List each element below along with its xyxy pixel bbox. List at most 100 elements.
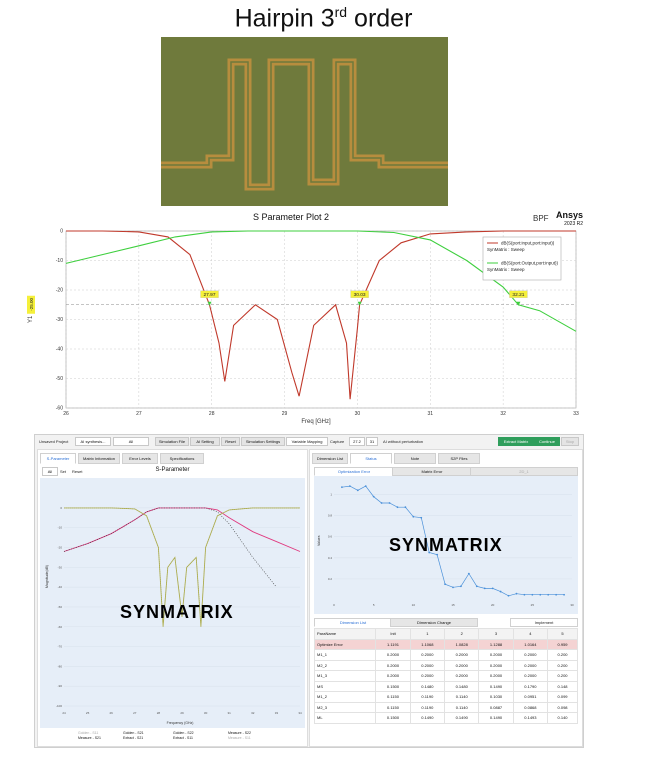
opt-y-tick: 0.2: [328, 577, 333, 581]
capture-start-input[interactable]: 27.2: [349, 437, 365, 446]
subtab-optimization-error[interactable]: Optimization Error: [314, 467, 394, 476]
sparam-series-3: [64, 507, 300, 623]
table-cell: 0.2000: [478, 670, 514, 682]
table-cell: M2_2: [313, 659, 377, 671]
opt-error-point: [460, 585, 462, 588]
tab-specifications[interactable]: Specifications: [160, 453, 204, 464]
extract-matrix-button[interactable]: Extract Matrix: [498, 437, 534, 446]
sparam-chart-title: S-Parameter: [155, 467, 190, 473]
opt-x-tick: 5: [373, 603, 375, 607]
all-dropdown[interactable]: All: [113, 437, 149, 446]
y-marker-bg: [27, 295, 35, 314]
opt-x-tick: 15: [451, 603, 455, 607]
table-cell: 0.1490: [409, 712, 446, 724]
x-axis-label: Freq [GHz]: [301, 419, 331, 425]
tab-s2p-files[interactable]: S2P Files: [438, 453, 480, 464]
tab-s-parameter[interactable]: S-Parameter: [40, 453, 76, 464]
marker-label: 30.03: [354, 292, 366, 298]
tab-dimension-list[interactable]: Dimension List: [312, 453, 348, 464]
sparam-y-tick: -80: [58, 664, 63, 668]
sparam-x-tick: 33: [275, 711, 279, 715]
tab-status[interactable]: Status: [350, 453, 392, 464]
x-tick-label: 32: [500, 411, 506, 417]
sparam-y-tick: -60: [58, 625, 63, 629]
sparam-x-tick: 26: [110, 711, 114, 715]
sparam-series-0: [63, 507, 301, 552]
y-marker-text: -25.00: [29, 297, 34, 310]
plot-title: S Parameter Plot 2: [252, 212, 330, 222]
opt-error-point: [436, 553, 439, 556]
zoom-reset-button[interactable]: Reset: [72, 469, 83, 474]
table-cell: 0.098: [547, 701, 578, 713]
table-cell: M1_1: [313, 649, 377, 661]
zoom-select[interactable]: All: [42, 467, 58, 476]
simulation-file-button[interactable]: Simulation File: [155, 437, 189, 446]
table-row[interactable]: Optimize Error 1.1191 1.1068 1.0828 1.1288 1.…: [313, 638, 578, 650]
table-cell: 0.2000: [478, 649, 514, 661]
subtab-2d[interactable]: 2D_1: [470, 467, 578, 476]
table-row[interactable]: M1_1 0.2000 0.2000 0.2000 0.2000 0.2000 0.200: [313, 649, 578, 661]
legend-s11-sub: SynMatrix : Sweep: [487, 247, 525, 252]
table-header-cell: 2: [444, 628, 480, 640]
table-row[interactable]: M2_2 0.2000 0.2000 0.2000 0.2000 0.2000 0.200: [313, 659, 578, 671]
simulation-settings-button[interactable]: Simulation Settings: [241, 437, 285, 446]
opt-error-point: [372, 495, 375, 498]
table-cell: 0.2000: [512, 649, 549, 661]
table-tab-implement[interactable]: Implement: [510, 618, 578, 627]
zoom-set-button[interactable]: Set: [60, 469, 67, 474]
plot-legend: dB(S(port:input,port:input)) SynMatrix :…: [482, 236, 562, 281]
opt-error-point: [364, 485, 367, 488]
table-cell: 0.2000: [512, 659, 549, 671]
ai-without-perturbation-label[interactable]: AI without perturbation: [383, 439, 424, 444]
stop-button[interactable]: Stop: [561, 437, 579, 446]
table-row[interactable]: M1_3 0.2000 0.2000 0.2000 0.2000 0.2000 0.200: [313, 670, 578, 682]
variable-mapping-button[interactable]: Variable Mapping: [286, 437, 328, 446]
table-row[interactable]: M1_2 0.1150 0.1190 0.1140 0.1030 0.0951 0.099: [313, 691, 578, 703]
reset-button[interactable]: Reset: [221, 437, 240, 446]
sparam-y-tick: 0: [60, 506, 62, 510]
watermark-opt: SYNMATRIX: [389, 535, 503, 555]
y-tick-label: -10: [56, 258, 63, 264]
y-tick-label: -20: [56, 288, 63, 294]
x-tick-label: 27: [136, 411, 142, 417]
table-tab-dimension-change[interactable]: Dimension Change: [390, 618, 478, 627]
opt-error-point: [467, 572, 470, 575]
tab-note[interactable]: Note: [394, 453, 436, 464]
tab-matrix-information[interactable]: Matrix Information: [78, 453, 120, 464]
table-row[interactable]: ML 0.1500 0.1490 0.1490 0.1490 0.1493 0.140: [313, 712, 578, 724]
table-header-cell: 1: [409, 628, 446, 640]
continue-button[interactable]: Continue: [534, 437, 560, 446]
synthesis-dropdown[interactable]: AI synthesis...: [75, 437, 111, 446]
sparam-x-tick: 32: [251, 711, 255, 715]
table-cell: 0.2000: [375, 649, 411, 661]
table-cell: M1_2: [313, 691, 377, 703]
marker-label-bg: [509, 290, 528, 298]
sparam-x-tick: 29: [180, 711, 184, 715]
table-cell: MS: [313, 680, 377, 692]
table-cell: 0.1190: [409, 691, 446, 703]
tab-error-levels[interactable]: Error Levels: [122, 453, 158, 464]
table-cell: ML: [313, 712, 377, 724]
table-cell: 0.1150: [375, 691, 411, 703]
table-row[interactable]: M2_3 0.1150 0.1190 0.1140 0.0887 0.0868 0.098: [313, 701, 578, 713]
ansys-logo: Ansys 2023 R2: [556, 210, 584, 228]
ai-setting-button[interactable]: AI Setting: [190, 437, 220, 446]
marker-triangle: [516, 301, 521, 306]
table-cell: 0.959: [547, 638, 578, 650]
capture-end-input[interactable]: 31: [366, 437, 378, 446]
table-tab-dimension-list[interactable]: Dimension List: [314, 618, 392, 627]
y-marker-label: -25.00: [27, 295, 35, 314]
table-row[interactable]: MS 0.1500 0.1480 0.1480 0.1490 0.1790 0.148: [313, 680, 578, 692]
table-cell: 1.1068: [409, 638, 446, 650]
bpf-label: BPF: [533, 214, 549, 223]
table-cell: 0.140: [547, 712, 578, 724]
table-cell: 0.1490: [478, 712, 514, 724]
sparam-y-tick: -100: [56, 704, 62, 708]
marker-0: 27.97: [200, 290, 219, 306]
opt-x-tick: 10: [412, 603, 416, 607]
opt-error-point: [452, 586, 454, 589]
opt-error-point: [341, 486, 343, 489]
opt-error-point: [396, 506, 399, 509]
subtab-matrix-error[interactable]: Matrix Error: [392, 467, 472, 476]
table-header-cell: Init: [375, 628, 411, 640]
